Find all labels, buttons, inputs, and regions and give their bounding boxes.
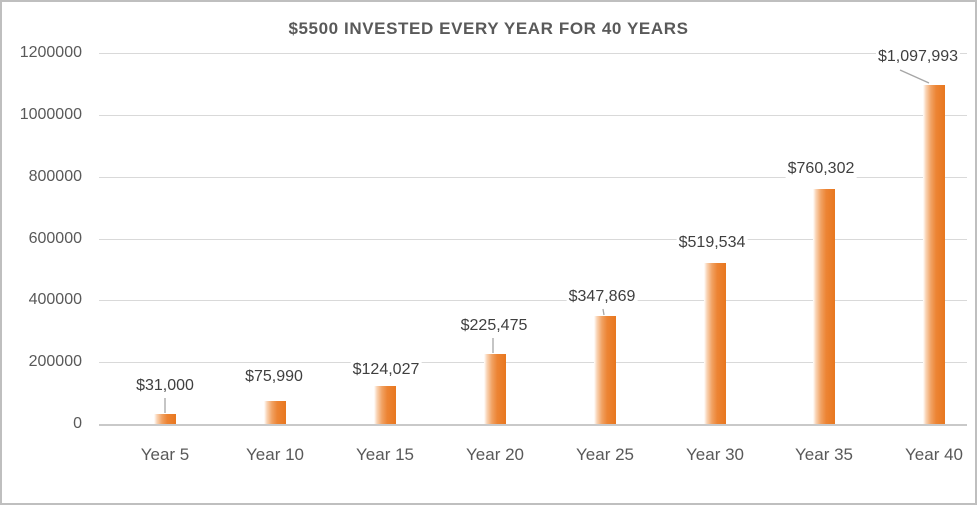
gridline xyxy=(99,177,967,178)
bar xyxy=(264,400,286,424)
bar xyxy=(923,84,945,424)
bar-data-label: $225,475 xyxy=(458,316,530,335)
gridline xyxy=(99,239,967,240)
y-tick-label: 600000 xyxy=(28,230,82,247)
gridline xyxy=(99,300,967,301)
x-category-label: Year 25 xyxy=(576,445,634,464)
bar xyxy=(374,385,396,424)
leader-line xyxy=(602,308,605,316)
y-tick-label: 800000 xyxy=(28,168,82,185)
x-category-label: Year 10 xyxy=(246,445,304,464)
x-category-label: Year 40 xyxy=(905,445,963,464)
leader-line xyxy=(899,69,930,84)
x-axis-line xyxy=(99,424,967,426)
bar xyxy=(154,414,176,424)
gridline xyxy=(99,115,967,116)
x-category-label: Year 15 xyxy=(356,445,414,464)
gridline xyxy=(99,53,967,54)
y-tick-label: 0 xyxy=(73,415,82,432)
bar-data-label: $124,027 xyxy=(350,360,422,379)
bar xyxy=(484,354,506,424)
bar xyxy=(813,188,835,424)
bar xyxy=(594,316,616,424)
x-category-label: Year 5 xyxy=(140,445,190,464)
y-tick-label: 1200000 xyxy=(19,44,82,61)
bar-data-label: $75,990 xyxy=(243,367,305,386)
y-tick-label: 1000000 xyxy=(19,106,82,123)
bar-data-label: $1,097,993 xyxy=(875,47,961,66)
y-tick-label: 200000 xyxy=(28,353,82,370)
chart-title: $5500 INVESTED EVERY YEAR FOR 40 YEARS xyxy=(288,19,689,38)
bar-data-label: $31,000 xyxy=(134,376,196,395)
y-tick-label: 400000 xyxy=(28,291,82,308)
gridline xyxy=(99,362,967,363)
bar-data-label: $347,869 xyxy=(566,287,638,306)
bar xyxy=(704,263,726,424)
bar-data-label: $760,302 xyxy=(785,159,857,178)
bar-data-label: $519,534 xyxy=(676,233,748,252)
x-category-label: Year 35 xyxy=(795,445,853,464)
x-category-label: Year 30 xyxy=(686,445,744,464)
x-category-label: Year 20 xyxy=(466,445,524,464)
